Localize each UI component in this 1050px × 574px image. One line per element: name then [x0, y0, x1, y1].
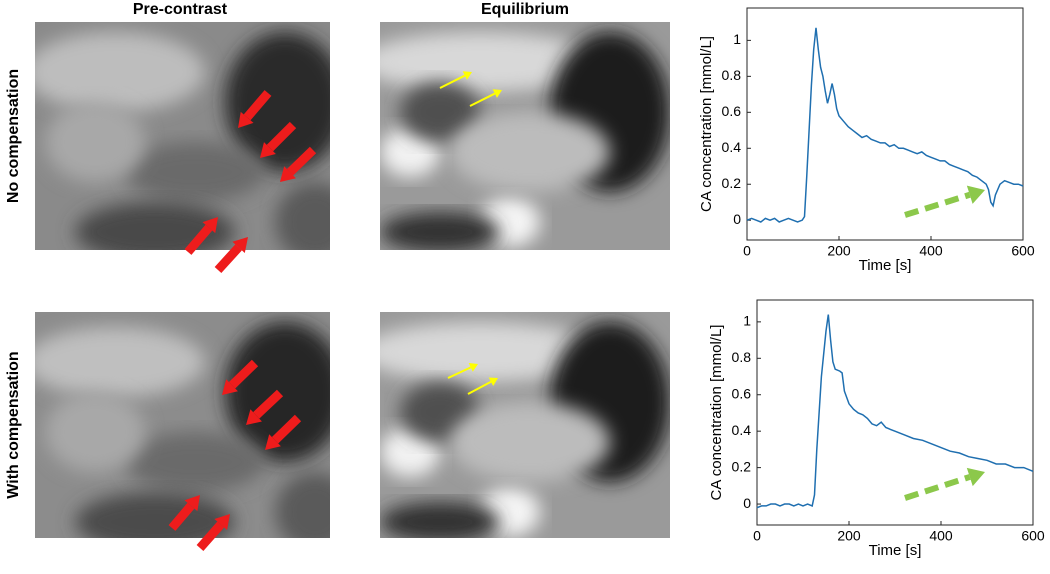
plot-frame: [746, 7, 1024, 241]
y-tick-label: 0: [733, 211, 741, 227]
arrow-head: [222, 379, 238, 395]
mri-image: [380, 312, 670, 538]
mri-images: [35, 22, 670, 538]
y-tick-label: 0.6: [732, 385, 752, 401]
y-tick-label: 1: [743, 313, 751, 329]
arrow-shaft: [467, 380, 492, 395]
mri-image: [35, 22, 330, 250]
mri-image: [35, 312, 330, 538]
image-structure: [35, 32, 205, 112]
y-tick-label: 0.6: [722, 103, 742, 119]
y-tick-label: 1: [733, 31, 741, 47]
image-structure: [75, 492, 235, 538]
x-axis-label: Time [s]: [869, 542, 922, 559]
arrow-head: [214, 514, 230, 531]
x-tick-label: 600: [1021, 528, 1045, 544]
arrow-shaft: [184, 224, 213, 255]
image-structure: [35, 327, 205, 397]
arrow-shaft: [271, 414, 302, 444]
arrow-head: [280, 166, 296, 182]
y-tick-label: 0.4: [722, 139, 742, 155]
x-tick-label: 200: [827, 243, 851, 259]
image-structure: [45, 392, 145, 472]
y-tick-label: 0: [743, 495, 751, 511]
y-tick-label: 0.4: [732, 422, 752, 438]
data-line: [756, 314, 1034, 509]
arrow-shaft: [447, 366, 472, 379]
arrow-head: [462, 71, 472, 80]
arrow-head: [232, 237, 248, 254]
y-tick-label: 0.2: [722, 175, 742, 191]
arrow-head: [966, 185, 985, 204]
x-tick-label: 200: [837, 528, 861, 544]
arrow-shaft: [253, 389, 284, 419]
arrow-head: [966, 467, 985, 487]
arrow-head: [184, 495, 200, 512]
image-structure: [400, 82, 480, 142]
mri-image: [380, 22, 670, 250]
image-structure: [380, 502, 500, 538]
x-tick-label: 0: [753, 528, 761, 544]
image-structure: [450, 112, 610, 192]
data-line: [746, 27, 1024, 223]
arrow-head: [488, 377, 498, 386]
arrow-shaft: [904, 191, 971, 218]
arrow-shaft: [214, 244, 242, 274]
row-title: No compensation: [5, 69, 22, 203]
arrow-shaft: [168, 502, 195, 531]
x-axis-label: Time [s]: [859, 257, 912, 274]
image-structure: [380, 322, 600, 382]
image-structure: [275, 182, 330, 250]
arrow-shaft: [469, 92, 496, 107]
image-structure: [450, 402, 610, 482]
y-axis-label: CA concentration [mmol/L]: [708, 325, 725, 501]
arrow-shaft: [196, 521, 225, 551]
image-structure: [125, 142, 265, 202]
arrow-head: [246, 409, 262, 425]
arrow-head: [202, 217, 218, 234]
arrow-head: [468, 363, 478, 372]
arrow-shaft: [439, 74, 466, 89]
x-tick-label: 600: [1011, 243, 1035, 259]
x-tick-label: 400: [919, 243, 943, 259]
image-structure: [275, 472, 330, 538]
charts: 0 200 400 600 0 0.2 0.4 0.6 0.8 1 Time [s] CA conce…: [698, 7, 1045, 559]
plot-frame: [756, 299, 1034, 526]
image-structure: [380, 32, 600, 92]
arrow-head: [265, 434, 281, 450]
column-title: Equilibrium: [481, 1, 569, 18]
arrow-head: [492, 89, 502, 98]
x-tick-label: 400: [929, 528, 953, 544]
y-tick-label: 0.2: [732, 458, 752, 474]
arrow-shaft: [243, 90, 272, 121]
image-structure: [380, 212, 500, 250]
arrow-shaft: [228, 359, 259, 389]
arrows: [168, 71, 985, 551]
arrow-shaft: [266, 121, 297, 152]
arrow-shaft: [904, 474, 971, 501]
row-title: With compensation: [5, 351, 22, 498]
image-structure: [225, 32, 330, 172]
arrow-head: [260, 142, 276, 158]
x-tick-label: 0: [743, 243, 751, 259]
image-structure: [45, 102, 145, 182]
y-tick-label: 0.8: [722, 67, 742, 83]
column-title: Pre-contrast: [133, 1, 228, 18]
arrow-shaft: [286, 146, 317, 176]
y-axis-label: CA concentration [mmol/L]: [698, 36, 715, 212]
arrow-head: [238, 111, 254, 128]
image-structure: [125, 432, 265, 492]
y-tick-label: 0.8: [732, 349, 752, 365]
